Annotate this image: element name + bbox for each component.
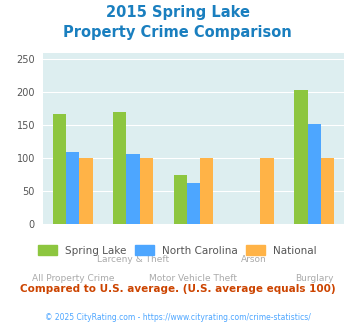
Bar (261, 158, 274, 224)
Bar (187, 183, 200, 224)
Text: All Property Crime: All Property Crime (32, 275, 114, 283)
Bar (294, 90, 307, 224)
Bar (126, 154, 140, 224)
Bar (113, 112, 126, 224)
Bar (80, 158, 93, 224)
Bar (200, 158, 213, 224)
Text: Burglary: Burglary (295, 275, 333, 283)
Bar (174, 175, 187, 224)
Text: Compared to U.S. average. (U.S. average equals 100): Compared to U.S. average. (U.S. average … (20, 284, 335, 294)
Text: © 2025 CityRating.com - https://www.cityrating.com/crime-statistics/: © 2025 CityRating.com - https://www.city… (45, 313, 310, 322)
Bar (140, 158, 153, 224)
Bar (321, 158, 334, 224)
Legend: Spring Lake, North Carolina, National: Spring Lake, North Carolina, National (34, 241, 321, 260)
Bar (66, 152, 80, 224)
Bar (307, 124, 321, 224)
Text: Larceny & Theft: Larceny & Theft (97, 255, 169, 264)
Text: 2015 Spring Lake
Property Crime Comparison: 2015 Spring Lake Property Crime Comparis… (63, 5, 292, 40)
Text: Motor Vehicle Theft: Motor Vehicle Theft (149, 275, 237, 283)
Text: Arson: Arson (241, 255, 267, 264)
Bar (53, 114, 66, 224)
